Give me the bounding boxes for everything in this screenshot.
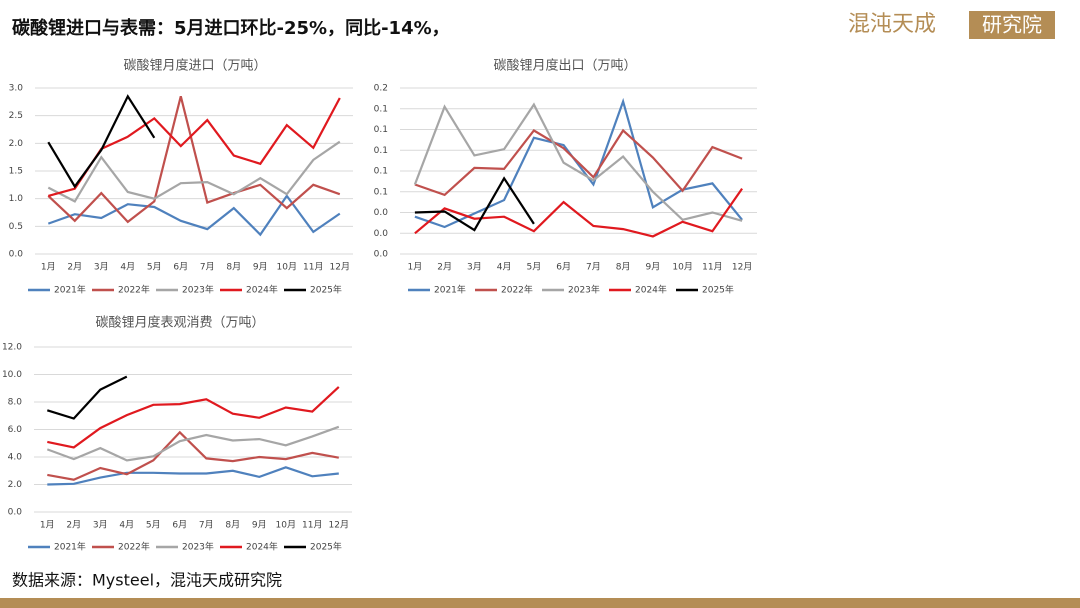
x-tick-label: 1月 [408, 262, 423, 273]
x-tick-label: 6月 [556, 262, 571, 273]
x-tick-label: 12月 [329, 520, 349, 531]
y-tick-label: 0.1 [374, 187, 388, 197]
chart-title: 碳酸锂月度表观消费（万吨） [95, 315, 264, 331]
x-tick-label: 6月 [173, 262, 188, 273]
y-tick-label: 3.0 [9, 84, 24, 94]
x-tick-label: 12月 [732, 262, 752, 273]
series-line [414, 176, 535, 232]
legend-label: 2021年 [434, 284, 466, 296]
y-tick-label: 0.0 [374, 208, 389, 218]
legend-label: 2022年 [118, 541, 150, 553]
legend-label: 2025年 [310, 541, 342, 553]
series-line [47, 96, 341, 224]
y-tick-label: 0.0 [374, 250, 389, 260]
legend-label: 2025年 [702, 284, 734, 296]
y-tick-label: 0.1 [374, 125, 388, 135]
y-tick-label: 6.0 [8, 425, 23, 435]
x-tick-label: 11月 [303, 262, 323, 273]
series-line [414, 128, 743, 197]
legend-label: 2021年 [54, 541, 86, 553]
series-line [47, 94, 156, 189]
x-tick-label: 10月 [277, 262, 297, 273]
x-tick-label: 10月 [276, 520, 296, 531]
legend-label: 2022年 [118, 284, 150, 296]
x-tick-label: 3月 [467, 262, 482, 273]
y-tick-label: 0.2 [374, 84, 388, 94]
y-tick-label: 2.5 [9, 111, 23, 121]
series-line [47, 466, 339, 486]
y-tick-label: 0.0 [374, 229, 389, 239]
legend-label: 2023年 [182, 284, 214, 296]
y-tick-label: 0.1 [374, 104, 388, 114]
x-tick-label: 1月 [40, 520, 55, 531]
x-tick-label: 7月 [199, 520, 214, 531]
source: 数据来源：Mysteel，混沌天成研究院 [12, 571, 282, 590]
legend-label: 2024年 [246, 284, 278, 296]
y-tick-label: 12.0 [2, 343, 22, 353]
series-line [414, 187, 744, 238]
series-line [47, 386, 340, 449]
x-tick-label: 4月 [120, 262, 135, 273]
y-tick-label: 4.0 [8, 453, 23, 463]
logo-box-text: 研究院 [982, 13, 1042, 37]
series-line [47, 140, 341, 203]
x-tick-label: 5月 [146, 520, 161, 531]
x-tick-label: 3月 [94, 262, 109, 273]
x-tick-label: 5月 [527, 262, 542, 273]
series-line [413, 102, 743, 222]
series-line [47, 194, 341, 237]
series-line [46, 425, 340, 462]
legend-label: 2021年 [54, 284, 86, 296]
x-tick-label: 4月 [497, 262, 512, 273]
y-tick-label: 0.5 [9, 222, 23, 232]
x-tick-label: 2月 [437, 262, 452, 273]
y-tick-label: 0.1 [374, 167, 388, 177]
y-tick-label: 0.1 [374, 146, 388, 156]
x-tick-label: 9月 [252, 520, 267, 531]
x-tick-label: 2月 [66, 520, 81, 531]
x-tick-label: 10月 [672, 262, 692, 273]
footer-bar [0, 598, 1080, 608]
y-tick-label: 8.0 [8, 398, 23, 408]
x-tick-label: 5月 [147, 262, 162, 273]
y-tick-label: 10.0 [2, 370, 22, 380]
x-tick-label: 9月 [646, 262, 661, 273]
series-line [46, 375, 128, 420]
x-tick-label: 8月 [225, 520, 240, 531]
x-tick-label: 4月 [119, 520, 134, 531]
y-tick-label: 2.0 [8, 480, 23, 490]
series-line [47, 430, 339, 481]
legend-label: 2023年 [568, 284, 600, 296]
logo-text: 混沌天成 [848, 12, 936, 37]
y-tick-label: 1.5 [9, 167, 23, 177]
legend-label: 2023年 [182, 541, 214, 553]
series-line [414, 97, 743, 229]
slide-title: 碳酸锂进口与表需：5月进口环比-25%，同比-14%， [12, 17, 450, 39]
logo-box [969, 11, 1055, 39]
chart-title: 碳酸锂月度出口（万吨） [493, 58, 636, 74]
x-tick-label: 2月 [67, 262, 82, 273]
y-tick-label: 2.0 [9, 139, 24, 149]
x-tick-label: 9月 [253, 262, 268, 273]
x-tick-label: 8月 [226, 262, 241, 273]
legend-label: 2024年 [246, 541, 278, 553]
legend-label: 2024年 [635, 284, 667, 296]
y-tick-label: 1.0 [9, 194, 24, 204]
x-tick-label: 6月 [172, 520, 187, 531]
chart-title: 碳酸锂月度进口（万吨） [123, 58, 266, 74]
x-tick-label: 11月 [702, 262, 722, 273]
x-tick-label: 3月 [93, 520, 108, 531]
x-tick-label: 8月 [616, 262, 631, 273]
x-tick-label: 1月 [41, 262, 56, 273]
legend-label: 2022年 [501, 284, 533, 296]
x-tick-label: 12月 [330, 262, 350, 273]
y-tick-label: 0.0 [9, 250, 24, 260]
legend-label: 2025年 [310, 284, 342, 296]
x-tick-label: 7月 [200, 262, 215, 273]
x-tick-label: 7月 [586, 262, 601, 273]
y-tick-label: 0.0 [8, 508, 23, 518]
x-tick-label: 11月 [302, 520, 322, 531]
